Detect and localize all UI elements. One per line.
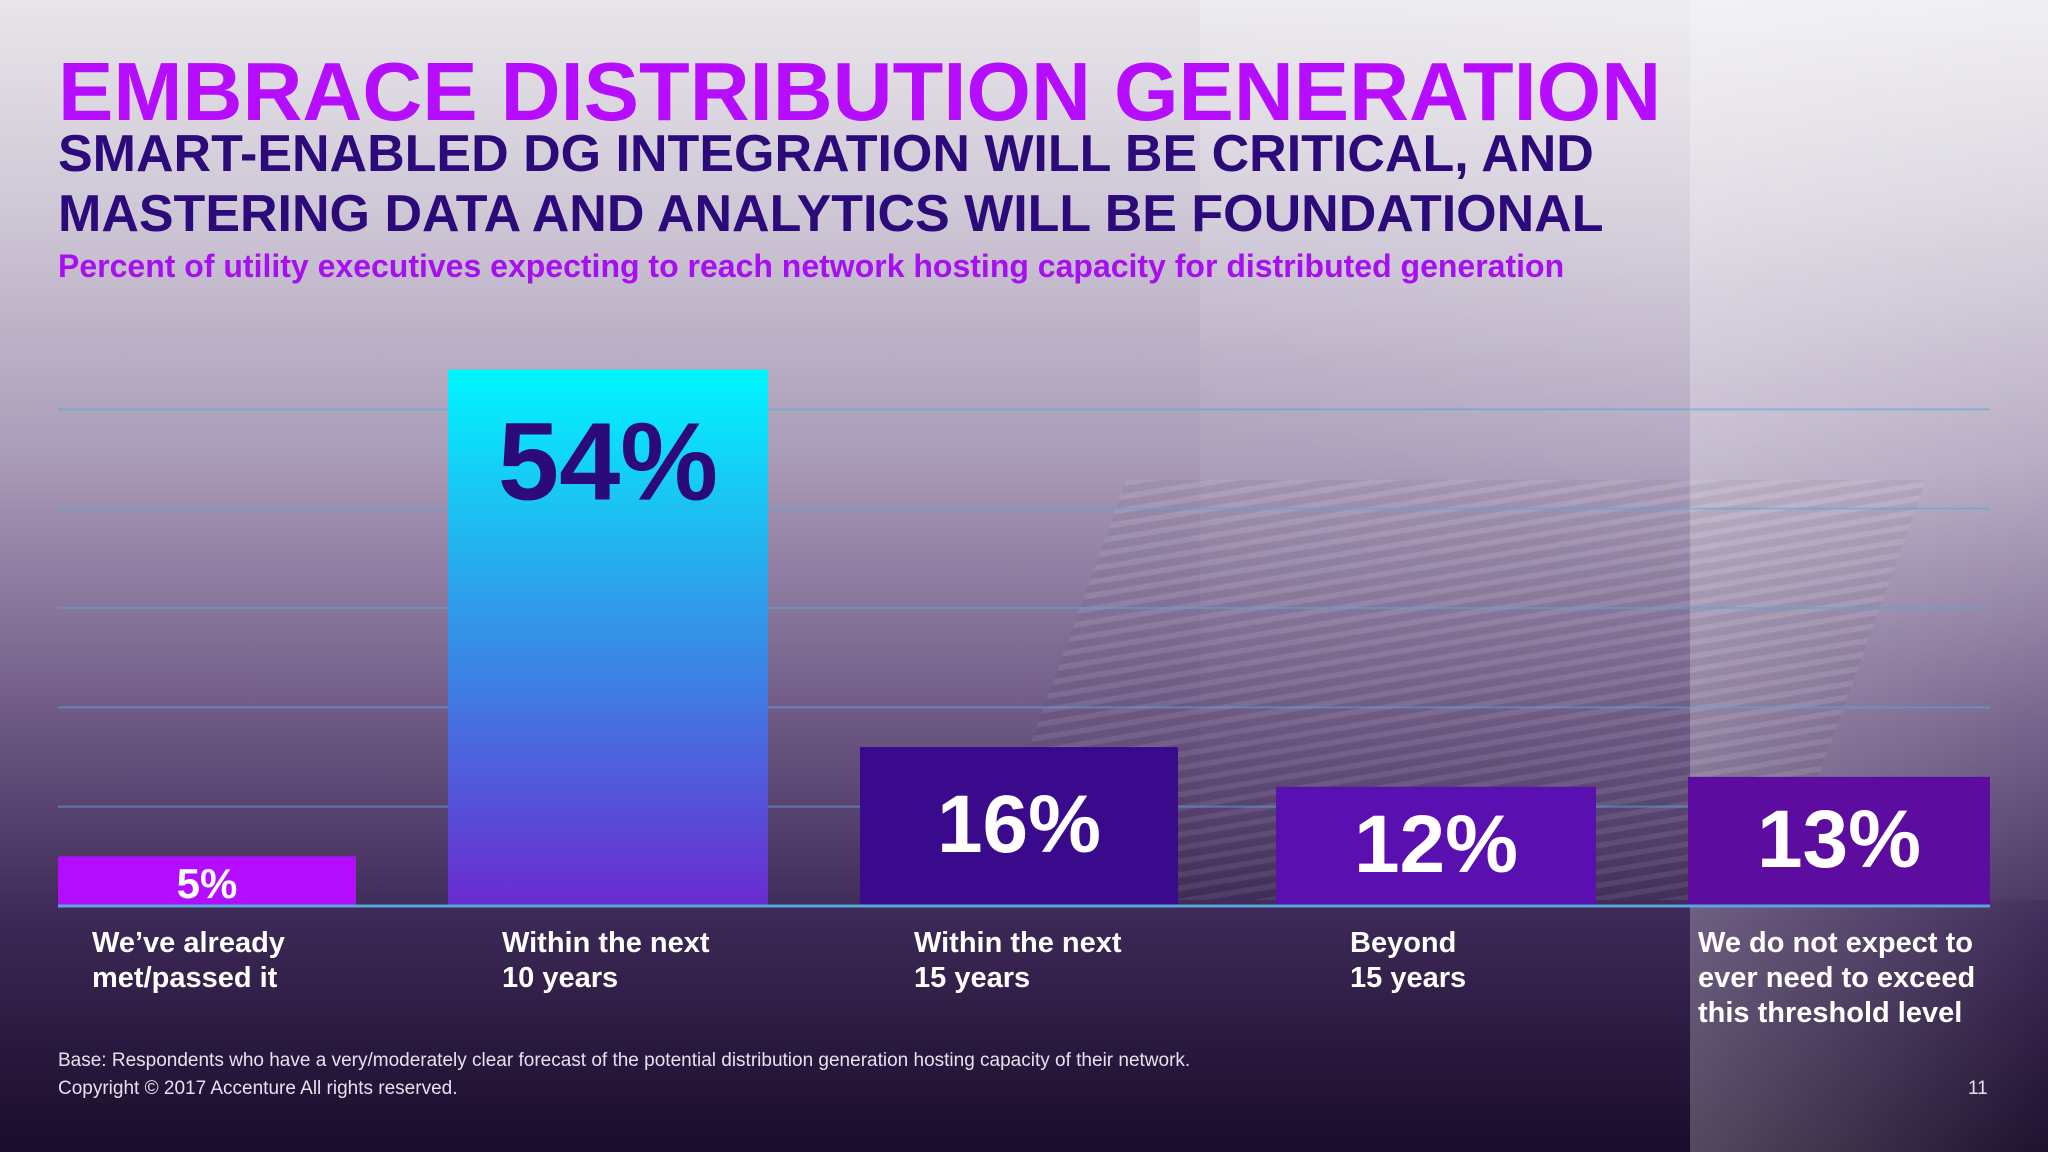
- chart-description: Percent of utility executives expecting …: [58, 248, 1565, 284]
- slide-title: EMBRACE DISTRIBUTION GENERATION: [58, 45, 1662, 138]
- category-label-4: Beyond 15 years: [1350, 927, 1467, 994]
- background-wall: [1200, 0, 2048, 900]
- background-column: [1690, 0, 2048, 1152]
- category-label-5: We do not expect to ever need to exceed …: [1698, 927, 1976, 1029]
- category-label-2: Within the next 10 years: [502, 927, 710, 994]
- value-label-4: 12%: [1354, 799, 1518, 890]
- subtitle-line-2: MASTERING DATA AND ANALYTICS WILL BE FOU…: [58, 185, 1604, 243]
- value-label-1: 5%: [177, 860, 238, 907]
- bar-4: [1276, 786, 1596, 906]
- bar-1: [58, 856, 356, 906]
- slide-subtitle: SMART-ENABLED DG INTEGRATION WILL BE CRI…: [58, 124, 1603, 244]
- base-note: Base: Respondents who have a very/modera…: [58, 1050, 1191, 1071]
- bar-3: [860, 747, 1178, 906]
- page-number: 11: [1968, 1078, 1988, 1099]
- value-labels: 5% 54% 16% 12% 13%: [177, 401, 1921, 907]
- value-label-3: 16%: [937, 779, 1101, 870]
- value-label-2: 54%: [498, 401, 718, 524]
- bar-2: [448, 369, 768, 907]
- copyright: Copyright © 2017 Accenture All rights re…: [58, 1078, 458, 1099]
- subtitle-line-1: SMART-ENABLED DG INTEGRATION WILL BE CRI…: [58, 125, 1594, 183]
- gridlines: [58, 408, 1990, 808]
- category-label-3: Within the next 15 years: [914, 927, 1122, 994]
- category-label-1: We’ve already met/passed it: [92, 927, 285, 994]
- bars: [58, 369, 1990, 907]
- bar-5: [1688, 776, 1990, 906]
- value-label-5: 13%: [1757, 794, 1921, 885]
